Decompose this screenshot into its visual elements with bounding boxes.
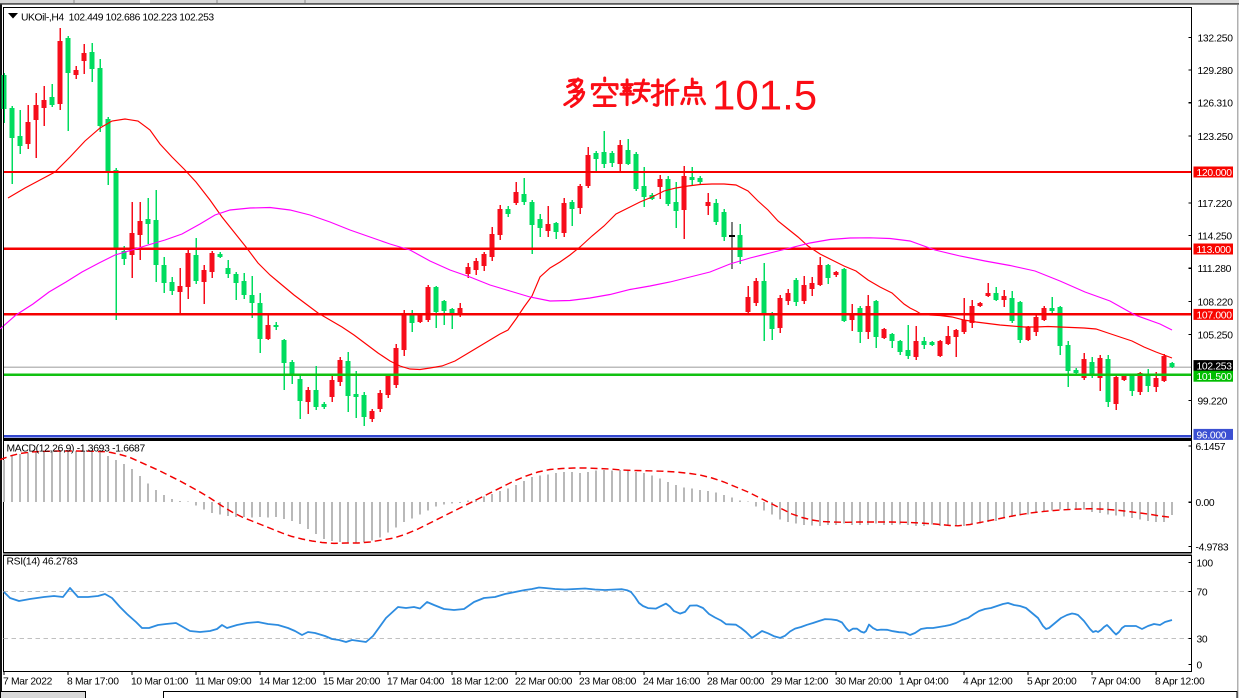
- svg-text:129.280: 129.280: [1198, 66, 1234, 77]
- svg-text:102.253: 102.253: [1197, 362, 1233, 373]
- svg-text:70: 70: [1197, 588, 1208, 599]
- svg-text:11 Mar 09:00: 11 Mar 09:00: [195, 677, 252, 688]
- svg-text:0: 0: [1197, 661, 1203, 672]
- svg-text:30: 30: [1197, 634, 1208, 645]
- svg-text:113.000: 113.000: [1197, 245, 1232, 256]
- svg-text:RSI(14) 46.2783: RSI(14) 46.2783: [7, 557, 79, 568]
- svg-text:99.220: 99.220: [1198, 396, 1228, 407]
- svg-text:101.500: 101.500: [1197, 372, 1233, 383]
- svg-text:105.250: 105.250: [1198, 330, 1234, 341]
- svg-text:14 Mar 12:00: 14 Mar 12:00: [259, 677, 317, 688]
- svg-text:108.220: 108.220: [1198, 298, 1234, 309]
- svg-text:120.000: 120.000: [1197, 168, 1233, 179]
- svg-text:24 Mar 16:00: 24 Mar 16:00: [643, 677, 701, 688]
- svg-text:114.250: 114.250: [1198, 232, 1233, 243]
- svg-text:23 Mar 08:00: 23 Mar 08:00: [579, 677, 637, 688]
- svg-text:100: 100: [1197, 559, 1214, 570]
- svg-text:96.000: 96.000: [1197, 430, 1227, 441]
- svg-text:117.220: 117.220: [1198, 199, 1233, 210]
- svg-text:7 Mar 2022: 7 Mar 2022: [3, 677, 53, 688]
- svg-text:28 Mar 00:00: 28 Mar 00:00: [707, 677, 765, 688]
- svg-text:126.310: 126.310: [1198, 99, 1234, 110]
- svg-text:30 Mar 20:00: 30 Mar 20:00: [835, 677, 893, 688]
- svg-text:1 Apr 04:00: 1 Apr 04:00: [899, 677, 949, 688]
- svg-text:6.1457: 6.1457: [1196, 442, 1226, 453]
- svg-text:5 Apr 20:00: 5 Apr 20:00: [1027, 677, 1077, 688]
- svg-text:17 Mar 04:00: 17 Mar 04:00: [387, 677, 445, 688]
- svg-text:101.5: 101.5: [712, 71, 817, 118]
- svg-text:15 Mar 20:00: 15 Mar 20:00: [323, 677, 381, 688]
- svg-text:107.000: 107.000: [1197, 310, 1233, 321]
- svg-text:18 Mar 12:00: 18 Mar 12:00: [451, 677, 509, 688]
- svg-text:123.250: 123.250: [1198, 132, 1234, 143]
- svg-text:7 Apr 04:00: 7 Apr 04:00: [1091, 677, 1141, 688]
- svg-text:4 Apr 12:00: 4 Apr 12:00: [963, 677, 1013, 688]
- svg-text:MACD(12,26,9) -1.3693 -1.6687: MACD(12,26,9) -1.3693 -1.6687: [7, 444, 146, 455]
- svg-text:22 Mar 00:00: 22 Mar 00:00: [515, 677, 573, 688]
- svg-text:0.00: 0.00: [1196, 498, 1215, 509]
- svg-text:-4.9783: -4.9783: [1196, 543, 1229, 554]
- svg-text:10 Mar 01:00: 10 Mar 01:00: [131, 677, 189, 688]
- svg-text:8 Apr 12:00: 8 Apr 12:00: [1155, 677, 1205, 688]
- svg-text:8 Mar 17:00: 8 Mar 17:00: [67, 677, 119, 688]
- svg-text:111.280: 111.280: [1198, 264, 1232, 275]
- svg-text:UKOil-,H4 102.449 102.686 102: UKOil-,H4 102.449 102.686 102.223 102.25…: [21, 13, 214, 24]
- svg-text:132.250: 132.250: [1198, 33, 1234, 44]
- svg-text:29 Mar 12:00: 29 Mar 12:00: [771, 677, 829, 688]
